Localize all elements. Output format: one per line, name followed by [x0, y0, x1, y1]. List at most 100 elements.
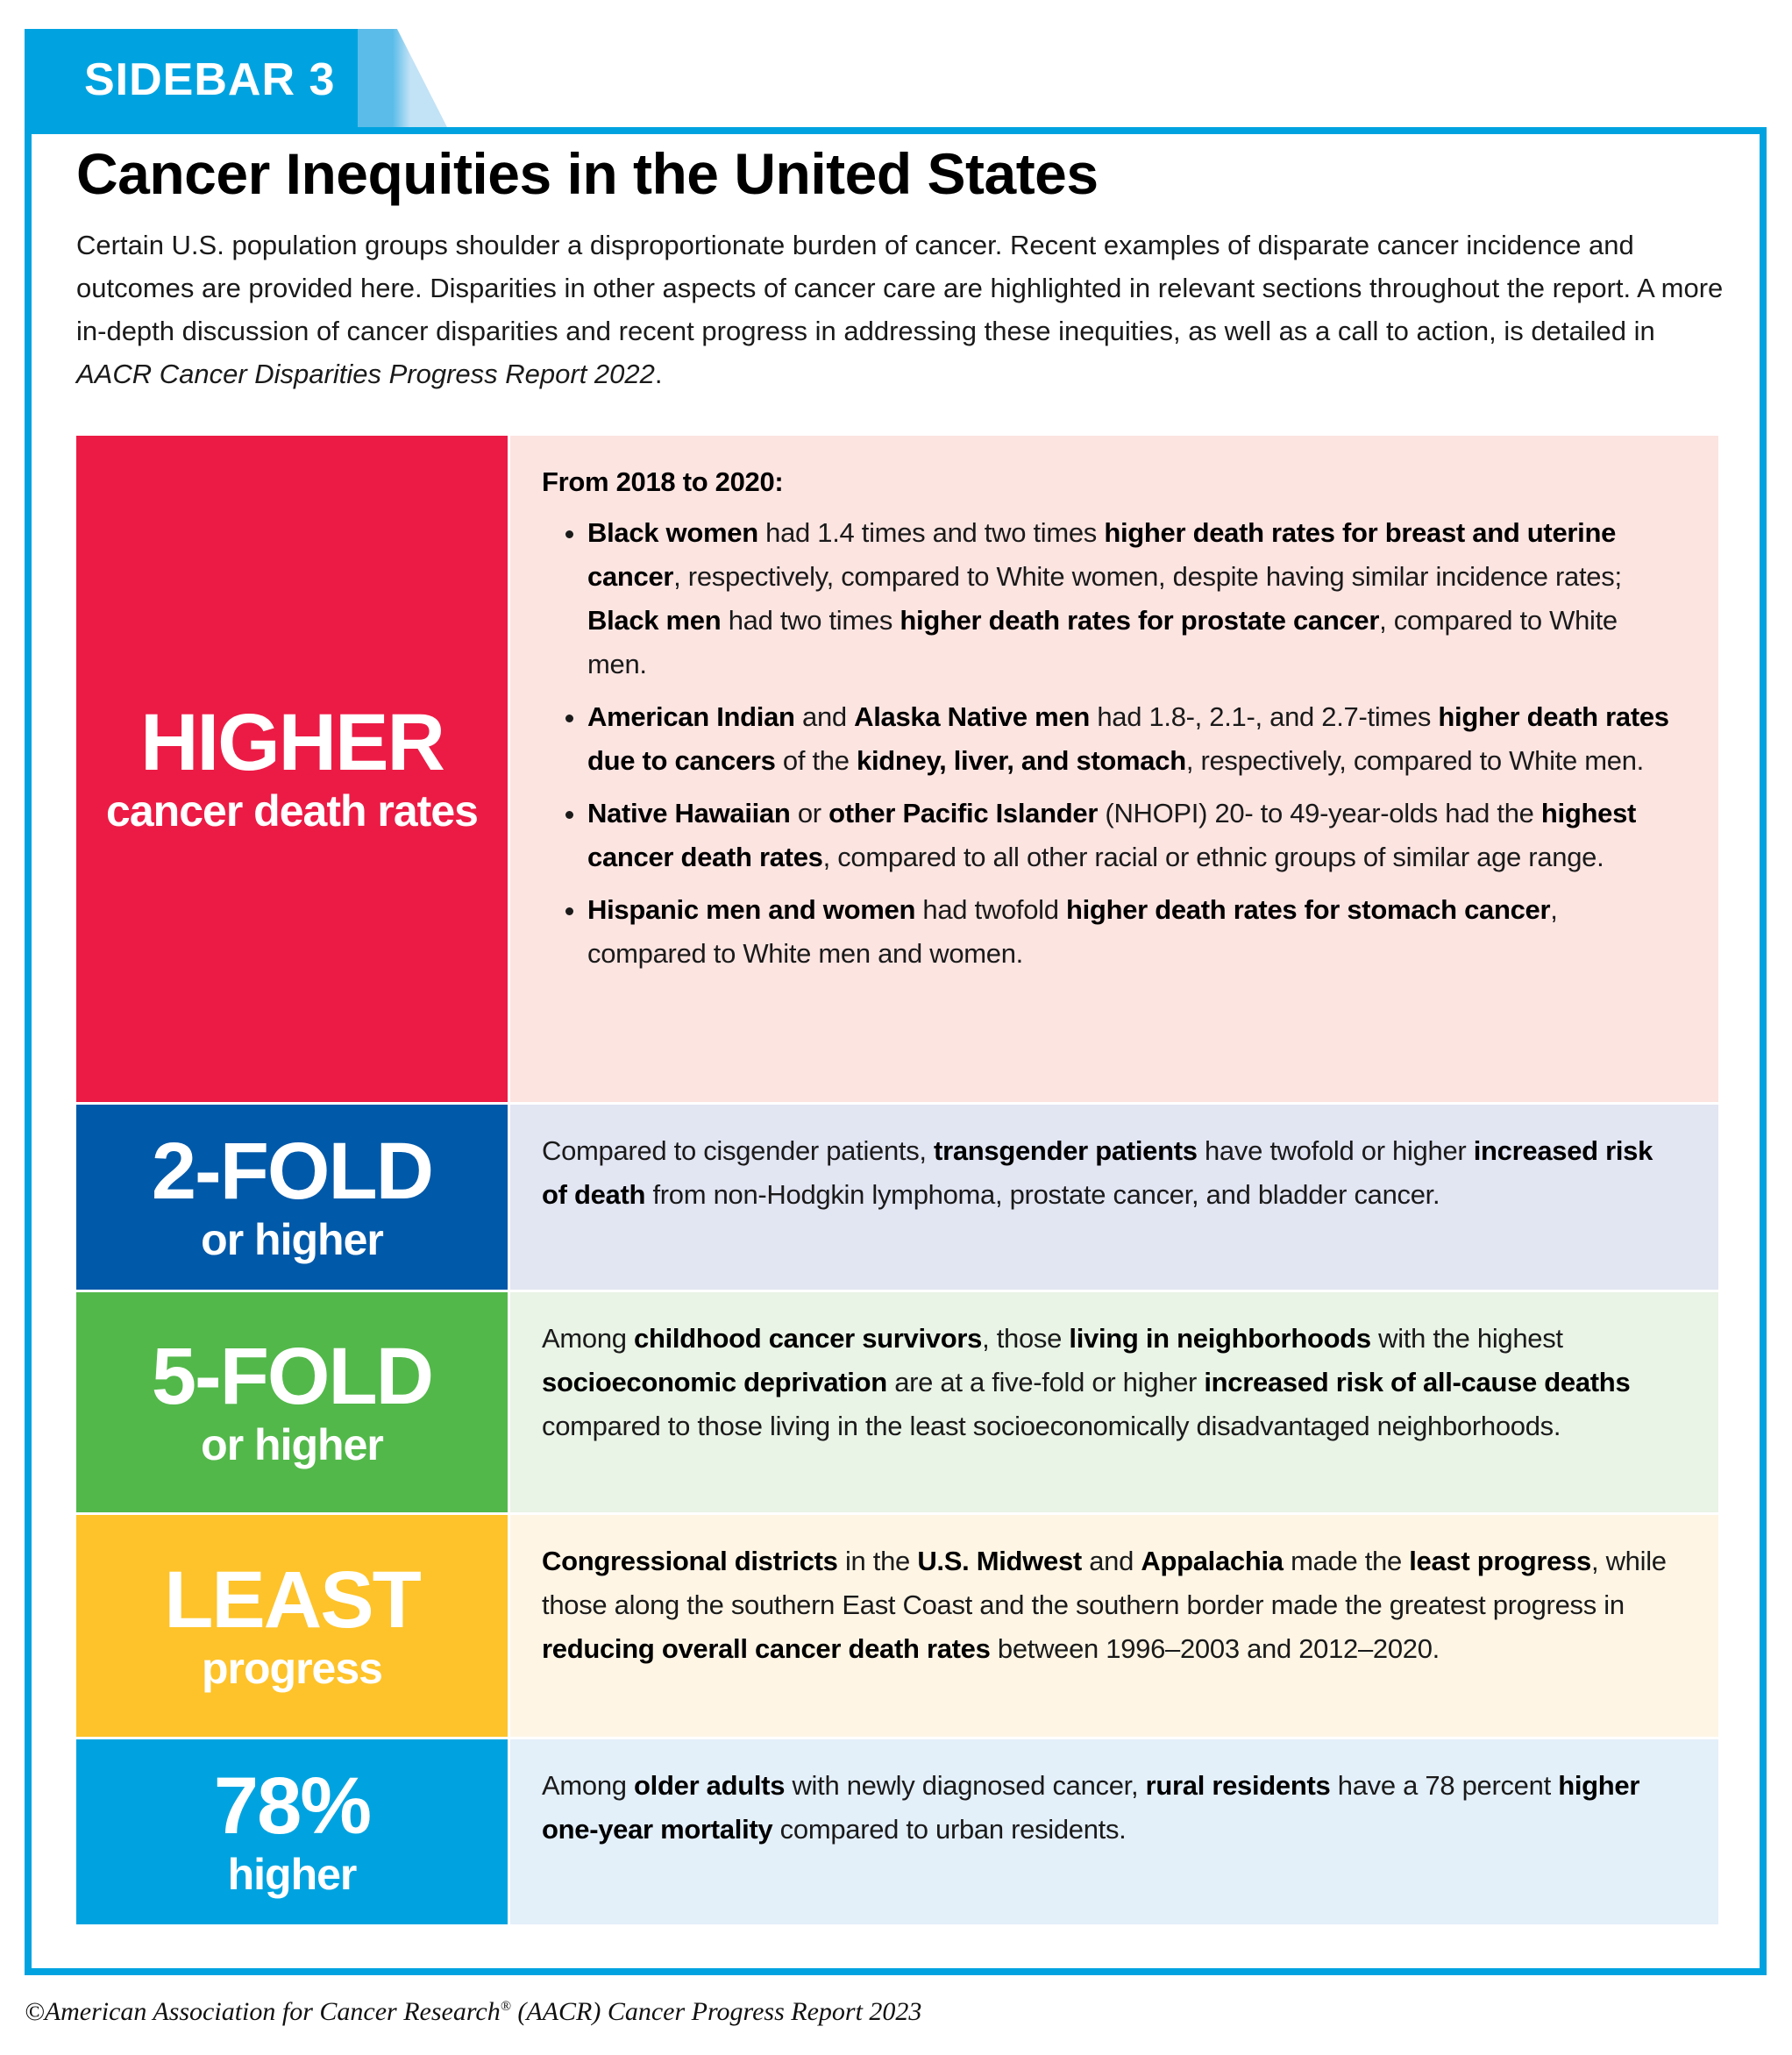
- text: of the: [775, 745, 857, 776]
- text: (NHOPI) 20- to 49-year-olds had the: [1098, 798, 1541, 828]
- text: or: [790, 798, 829, 828]
- text: are at a five-fold or higher: [886, 1367, 1205, 1397]
- text: and: [1081, 1546, 1141, 1576]
- bold-text: Native Hawaiian: [587, 798, 791, 828]
- text: , respectively, compared to White women,…: [673, 561, 1622, 592]
- bold-text: higher death rates for prostate cancer: [900, 605, 1380, 636]
- bold-text: childhood cancer survivors: [634, 1323, 983, 1354]
- text: Among: [542, 1323, 635, 1354]
- bold-text: highest cancer death rates: [587, 798, 1637, 872]
- text: had two times: [721, 605, 900, 636]
- registered-mark: ®: [500, 1999, 511, 2014]
- intro-report-title: AACR Cancer Disparities Progress Report …: [76, 359, 655, 389]
- stat-description-cell: Among childhood cancer survivors, those …: [510, 1292, 1718, 1512]
- text: Among: [542, 1770, 635, 1801]
- bullet-item: Hispanic men and women had twofold highe…: [587, 888, 1683, 976]
- text: have a 78 percent: [1330, 1770, 1559, 1801]
- bold-text: U.S. Midwest: [917, 1546, 1082, 1576]
- bold-text: other Pacific Islander: [828, 798, 1099, 828]
- table-row: 2-FOLD or higher Compared to cisgender pat…: [76, 1105, 1718, 1290]
- copyright-footer: ©American Association for Cancer Researc…: [25, 1997, 921, 2027]
- sidebar-tab: SIDEBAR 3: [25, 29, 448, 129]
- bold-text: Appalachia: [1141, 1546, 1284, 1576]
- bullet-item: American Indian and Alaska Native men ha…: [587, 695, 1683, 783]
- text: had twofold: [915, 894, 1066, 925]
- bold-text: kidney, liver, and stomach: [857, 745, 1186, 776]
- bold-text: Alaska Native men: [854, 701, 1091, 732]
- stat-headline: LEAST: [164, 1554, 422, 1645]
- text: Compared to cisgender patients,: [542, 1135, 935, 1166]
- page-title: Cancer Inequities in the United States: [76, 141, 1099, 206]
- text: had 1.8-, 2.1-, and 2.7-times: [1090, 701, 1439, 732]
- stat-headline: 2-FOLD: [151, 1126, 434, 1216]
- text: , respectively, compared to White men.: [1185, 745, 1644, 776]
- table-row: HIGHER cancer death rates From 2018 to 202…: [76, 436, 1718, 1102]
- text: from non-Hodgkin lymphoma, prostate canc…: [645, 1179, 1440, 1210]
- stat-headline: HIGHER: [140, 698, 445, 787]
- table-row: 5-FOLD or higher Among childhood cancer su…: [76, 1292, 1718, 1512]
- bold-text: rural residents: [1145, 1770, 1331, 1801]
- text: with the highest: [1370, 1323, 1563, 1354]
- text: , those: [982, 1323, 1070, 1354]
- bold-text: living in neighborhoods: [1069, 1323, 1371, 1354]
- bullet-item: Native Hawaiian or other Pacific Islande…: [587, 792, 1683, 879]
- footer-rest: (AACR) Cancer Progress Report 2023: [510, 1997, 922, 2026]
- text: and: [794, 701, 855, 732]
- intro-end: .: [654, 359, 663, 389]
- bold-text: increased risk of death: [542, 1135, 1653, 1210]
- stat-label-cell: 78% higher: [76, 1739, 508, 1924]
- text: , compared to White men and women.: [587, 894, 1558, 969]
- bold-text: transgender patients: [934, 1135, 1198, 1166]
- table-row: 78% higher Among older adults with newly d…: [76, 1739, 1718, 1924]
- intro-text: Certain U.S. population groups shoulder …: [76, 230, 1724, 346]
- stat-subtitle: or higher: [201, 1419, 384, 1469]
- description-text: Among childhood cancer survivors, those …: [542, 1317, 1683, 1448]
- stat-description-cell: From 2018 to 2020: Black women had 1.4 ti…: [510, 436, 1718, 1102]
- bold-text: Hispanic men and women: [587, 894, 916, 925]
- description-text: Among older adults with newly diagnosed …: [542, 1764, 1683, 1852]
- stat-headline: 5-FOLD: [151, 1331, 434, 1421]
- text: in the: [837, 1546, 918, 1576]
- stat-subtitle: cancer death rates: [106, 786, 479, 836]
- stat-label-cell: 2-FOLD or higher: [76, 1105, 508, 1290]
- stat-subtitle: or higher: [201, 1214, 384, 1264]
- stat-label-cell: LEAST progress: [76, 1515, 508, 1737]
- table-row: LEAST progress Congressional districts in …: [76, 1515, 1718, 1737]
- bold-text: Congressional districts: [542, 1546, 838, 1576]
- footer-text: ©American Association for Cancer Researc…: [25, 1997, 501, 2026]
- stat-description-cell: Congressional districts in the U.S. Midw…: [510, 1515, 1718, 1737]
- bold-text: higher one-year mortality: [542, 1770, 1640, 1845]
- bold-text: Black women: [587, 517, 758, 548]
- stat-subtitle: progress: [202, 1643, 383, 1693]
- bold-text: higher death rates for breast and uterin…: [587, 517, 1617, 592]
- stat-label-cell: 5-FOLD or higher: [76, 1292, 508, 1512]
- description-text: Compared to cisgender patients, transgen…: [542, 1129, 1683, 1217]
- text: , compared to White men.: [587, 605, 1618, 679]
- bold-text: least progress: [1409, 1546, 1591, 1576]
- text: made the: [1283, 1546, 1410, 1576]
- tab-decoration: [25, 29, 448, 129]
- bullet-list: Black women had 1.4 times and two times …: [542, 511, 1683, 976]
- stat-description-cell: Compared to cisgender patients, transgen…: [510, 1105, 1718, 1290]
- text: had 1.4 times and two times: [757, 517, 1105, 548]
- bold-text: higher death rates for stomach cancer: [1065, 894, 1551, 925]
- stat-headline: 78%: [213, 1760, 372, 1851]
- text: compared to those living in the least so…: [542, 1411, 1561, 1441]
- text: , compared to all other racial or ethnic…: [822, 842, 1604, 872]
- inequities-table: HIGHER cancer death rates From 2018 to 202…: [76, 436, 1718, 1927]
- stat-description-cell: Among older adults with newly diagnosed …: [510, 1739, 1718, 1924]
- bold-text: American Indian: [587, 701, 795, 732]
- text: compared to urban residents.: [772, 1814, 1127, 1845]
- intro-paragraph: Certain U.S. population groups shoulder …: [76, 224, 1724, 395]
- bold-text: reducing overall cancer death rates: [542, 1633, 991, 1664]
- stat-label-cell: HIGHER cancer death rates: [76, 436, 508, 1102]
- text: between 1996–2003 and 2012–2020.: [990, 1633, 1440, 1664]
- text: have twofold or higher: [1197, 1135, 1474, 1166]
- stat-subtitle: higher: [227, 1849, 358, 1899]
- description-heading: From 2018 to 2020:: [542, 466, 784, 497]
- description-text: Congressional districts in the U.S. Midw…: [542, 1539, 1683, 1671]
- text: with newly diagnosed cancer,: [785, 1770, 1146, 1801]
- sidebar-tab-label: SIDEBAR 3: [84, 54, 336, 105]
- bullet-item: Black women had 1.4 times and two times …: [587, 511, 1683, 686]
- bold-text: higher death rates due to cancers: [587, 701, 1669, 776]
